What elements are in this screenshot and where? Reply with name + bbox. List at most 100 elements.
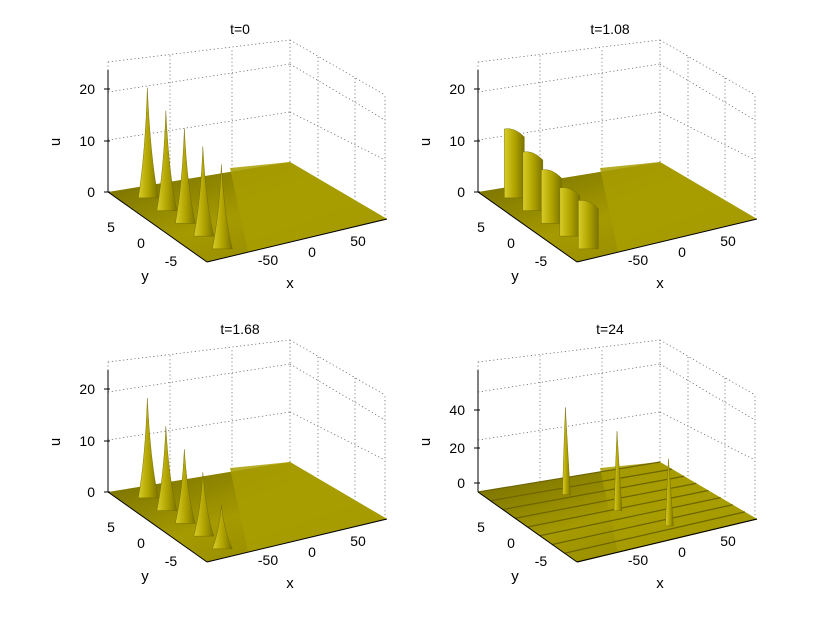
x-tick-label: 50: [350, 233, 366, 249]
panel-title: t=24: [596, 321, 624, 337]
gridline: [289, 111, 386, 161]
y-axis-line: [107, 191, 208, 263]
surface-ridge: [564, 511, 746, 554]
soliton-peak: [665, 458, 674, 527]
y-tick-label: -5: [165, 553, 178, 569]
surface-ridge: [502, 475, 685, 511]
x-axis-line: [576, 218, 758, 263]
soliton-peak: [156, 426, 178, 511]
y-axis-label: y: [511, 568, 519, 585]
soliton-peak: [175, 128, 196, 224]
z-axis-label: u: [417, 438, 434, 446]
panel-title: t=0: [230, 21, 250, 37]
y-axis-label: y: [141, 568, 149, 585]
x-tick-label: -50: [628, 552, 648, 568]
gridline: [477, 363, 661, 393]
z-tick-label: 20: [449, 81, 465, 97]
surface-plateau: [600, 162, 757, 252]
gridline: [477, 411, 661, 441]
surface-ridge: [515, 482, 697, 519]
y-tick-label: 5: [107, 519, 115, 535]
y-tick-label: 5: [107, 219, 115, 235]
gridline: [659, 111, 756, 161]
soliton-peak: [562, 407, 571, 495]
z-axis-label: u: [47, 438, 64, 446]
gridline: [477, 339, 661, 363]
y-tick-label: -5: [535, 253, 548, 269]
z-tick-label: 20: [449, 440, 465, 456]
y-axis-line: [477, 191, 578, 263]
y-tick-label: 5: [477, 519, 485, 535]
soliton-peak: [559, 187, 581, 237]
y-tick-label: -5: [165, 253, 178, 269]
soliton-peak: [175, 449, 196, 524]
x-axis-line: [206, 518, 388, 563]
y-tick-label: 5: [477, 219, 485, 235]
soliton-peak: [138, 398, 159, 499]
soliton-peak: [138, 87, 159, 199]
z-tick-label: 10: [79, 133, 95, 149]
z-axis-label: u: [47, 138, 64, 146]
soliton-peak: [504, 128, 525, 199]
z-axis-label: u: [417, 138, 434, 146]
y-tick-label: 0: [507, 535, 515, 551]
x-tick-label: 0: [308, 244, 316, 260]
y-tick-label: 0: [137, 535, 145, 551]
x-axis-label: x: [656, 275, 664, 292]
soliton-peak: [156, 110, 178, 211]
x-tick-label: 50: [720, 533, 736, 549]
y-axis-label: y: [141, 268, 149, 285]
z-tick-label: 20: [79, 381, 95, 397]
z-tick-label: 40: [449, 402, 465, 418]
y-tick-label: 0: [507, 235, 515, 251]
x-tick-label: 50: [350, 533, 366, 549]
gridline: [477, 63, 661, 93]
gridline: [477, 39, 661, 63]
gridline: [107, 339, 291, 363]
gridline: [289, 339, 386, 396]
x-axis-label: x: [656, 575, 664, 592]
surface-plateau: [230, 462, 387, 552]
y-tick-label: -5: [535, 553, 548, 569]
soliton-peak: [193, 472, 215, 537]
soliton-peak: [212, 505, 233, 550]
y-tick-label: 0: [137, 235, 145, 251]
z-tick-label: 0: [87, 484, 95, 500]
gridline: [289, 411, 386, 461]
x-tick-label: -50: [628, 252, 648, 268]
z-tick-label: 10: [449, 133, 465, 149]
surface-ridge: [552, 504, 733, 546]
x-tick-label: 0: [678, 244, 686, 260]
y-axis-line: [107, 491, 208, 563]
gridline: [107, 39, 291, 63]
x-tick-label: 0: [308, 544, 316, 560]
z-tick-label: 10: [79, 433, 95, 449]
gridline: [659, 411, 756, 461]
x-tick-label: 0: [678, 544, 686, 560]
gridline: [659, 363, 756, 421]
soliton-peak: [522, 151, 544, 211]
soliton-peak: [578, 200, 599, 250]
y-axis-line: [477, 491, 578, 563]
x-tick-label: -50: [258, 252, 278, 268]
x-tick-label: -50: [258, 552, 278, 568]
z-tick-label: 20: [79, 81, 95, 97]
panel-title: t=1.08: [590, 21, 630, 37]
surface-ridge: [539, 497, 721, 537]
panel-title: t=1.68: [220, 321, 260, 337]
x-tick-label: 50: [720, 233, 736, 249]
surface-ridge: [490, 468, 673, 502]
gridline: [107, 111, 291, 141]
x-axis-line: [206, 218, 388, 263]
gridline: [289, 39, 386, 96]
z-tick-label: 0: [457, 475, 465, 491]
gridline: [107, 63, 291, 93]
gridline: [289, 363, 386, 421]
gridline: [659, 39, 756, 96]
y-axis-label: y: [511, 268, 519, 285]
gridline: [107, 363, 291, 393]
